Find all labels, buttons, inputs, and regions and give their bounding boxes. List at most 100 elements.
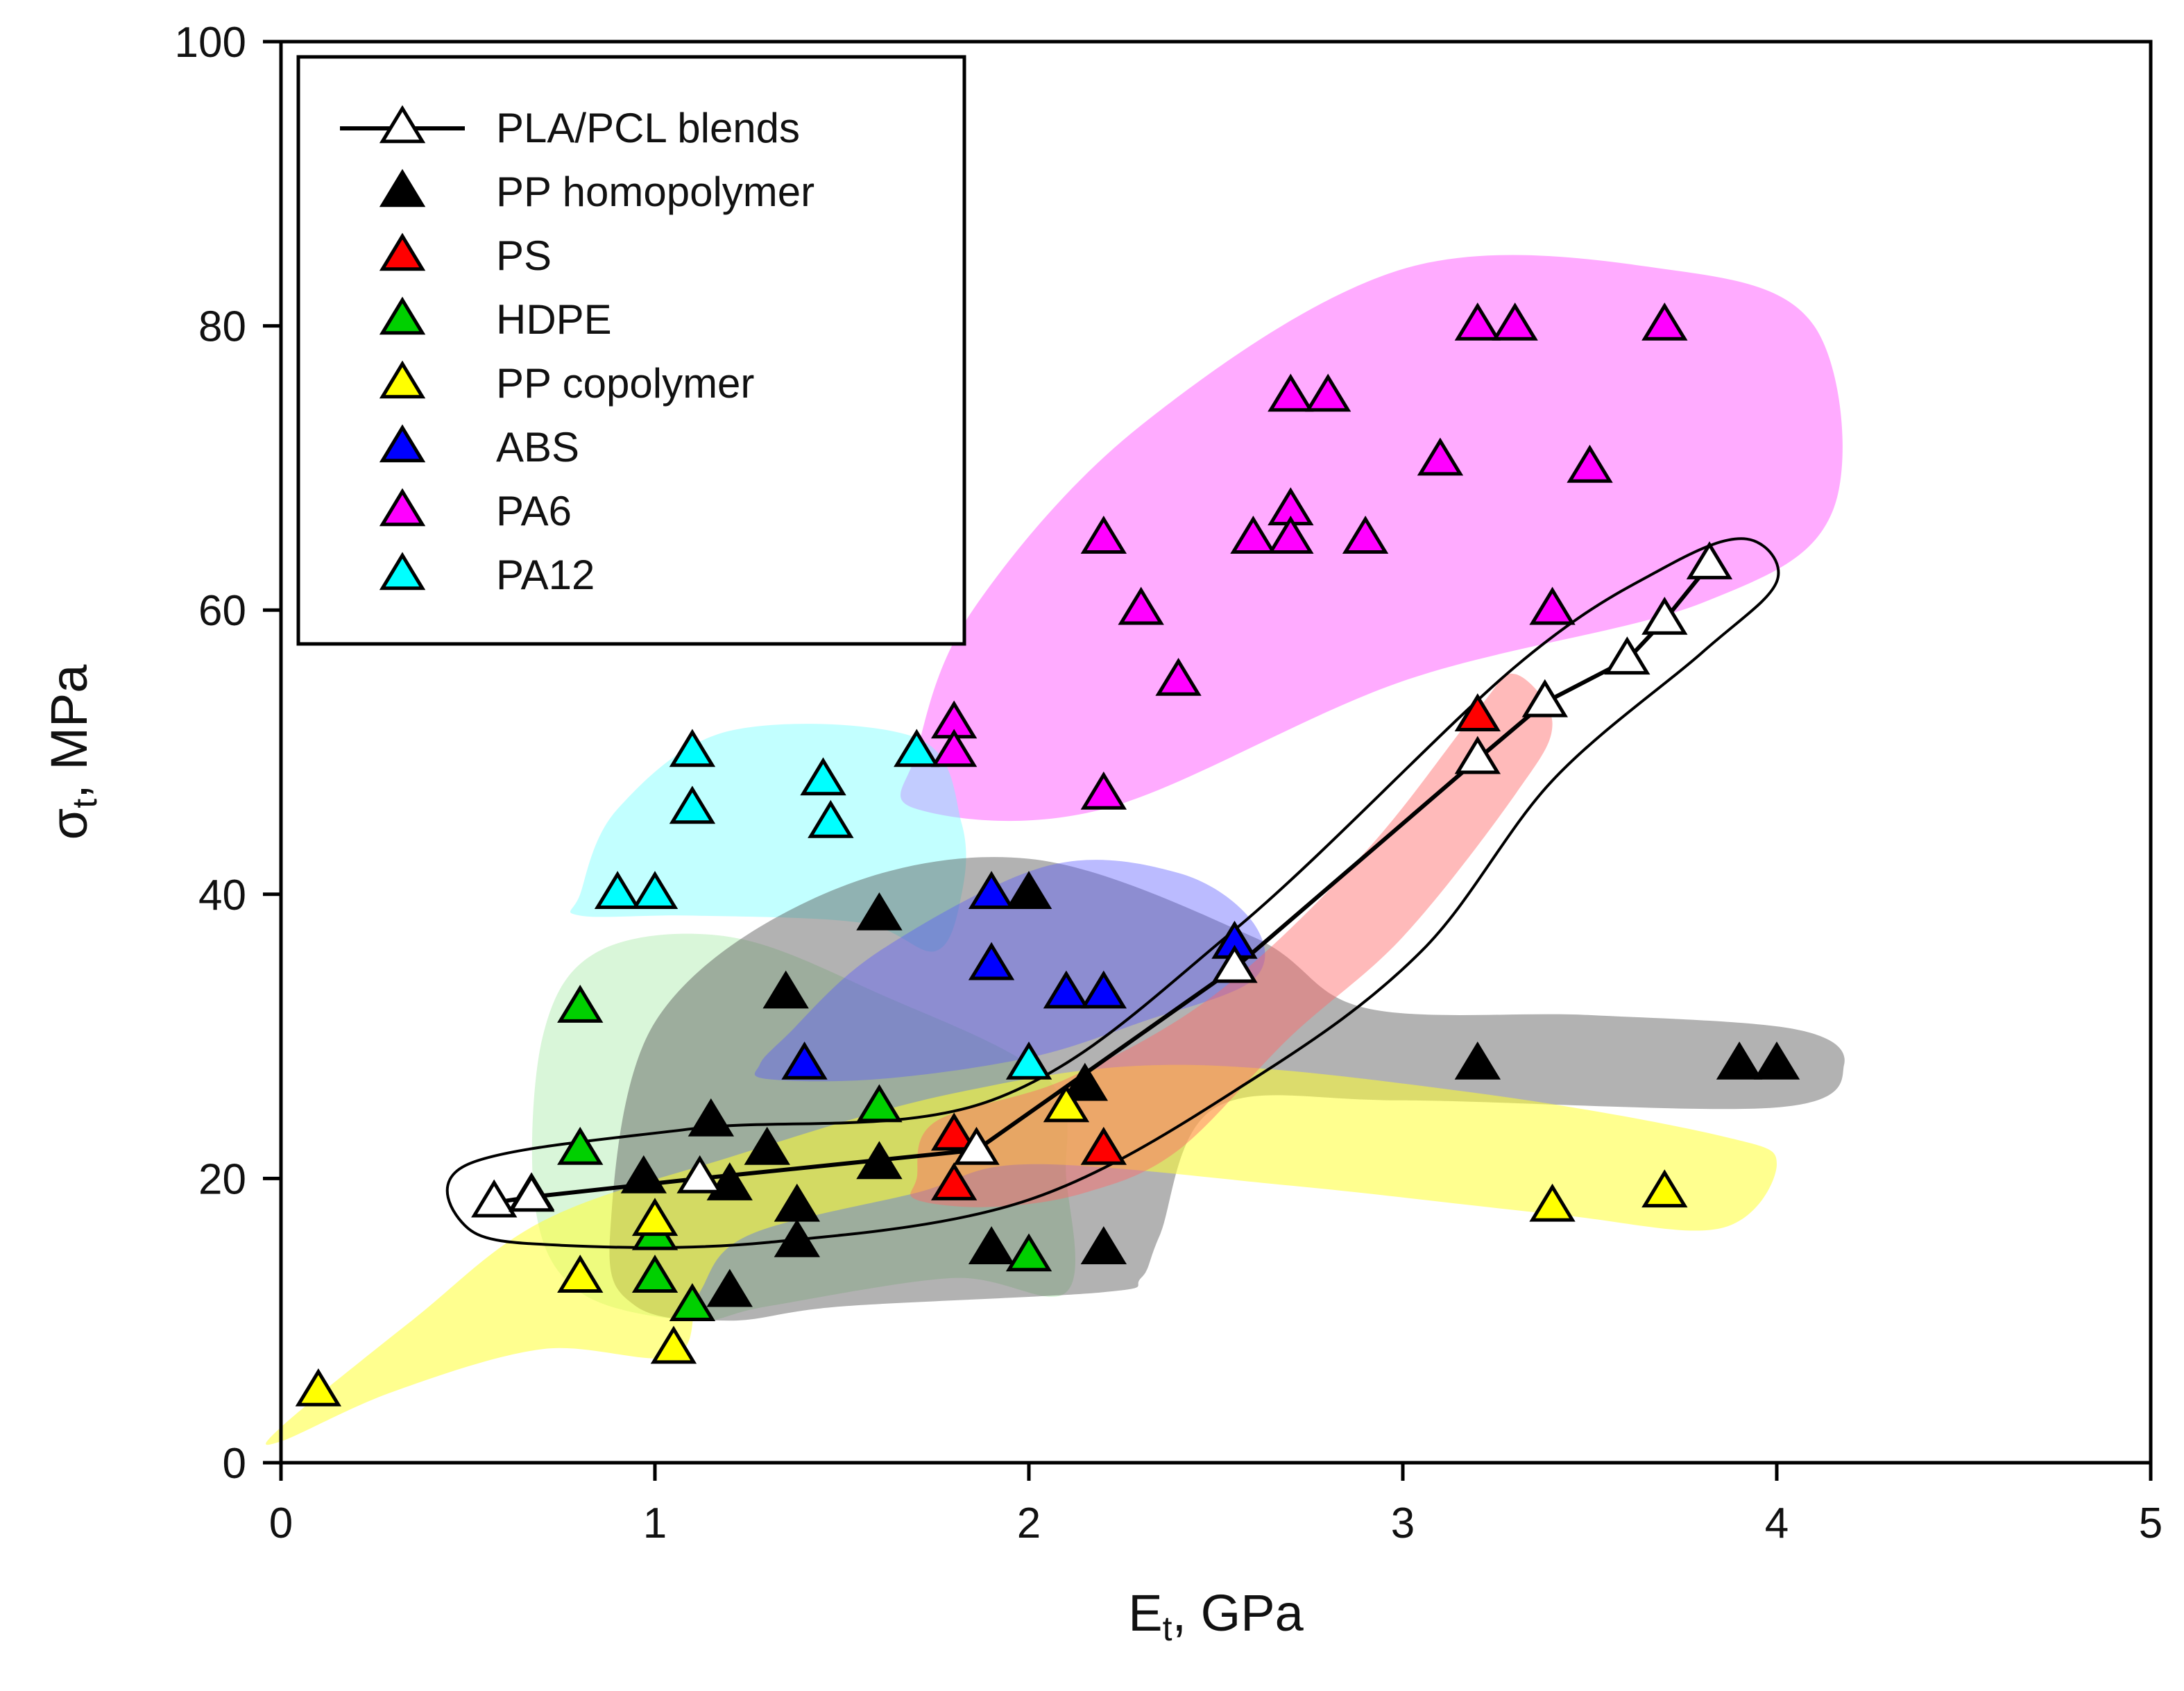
point-pp-homopolymer-8	[856, 1141, 903, 1180]
point-pp-homopolymer-9	[856, 892, 903, 931]
point-hdpe-6	[1005, 1233, 1052, 1272]
x-axis-unit: , GPa	[1172, 1584, 1304, 1642]
legend-label-hdpe: HDPE	[496, 296, 612, 343]
point-pp-copolymer-6	[1529, 1183, 1576, 1222]
point-pla-pcl-blends-8	[1641, 596, 1688, 635]
legend-marker-pla-pcl-blends	[379, 105, 426, 144]
point-pp-homopolymer-14	[1454, 1041, 1501, 1080]
y-axis-unit: , MPa	[40, 664, 98, 799]
point-pp-copolymer-2	[557, 1255, 604, 1293]
point-pp-copolymer-4	[650, 1325, 697, 1364]
legend-label-pp-homopolymer: PP homopolymer	[496, 169, 814, 215]
legend-box	[296, 55, 966, 646]
x-tick-label-2: 2	[1017, 1499, 1041, 1547]
point-pa6-14	[1492, 302, 1538, 341]
series-hdpe	[557, 985, 1052, 1321]
point-pp-homopolymer-1	[688, 1098, 735, 1137]
point-pp-homopolymer-13	[1080, 1226, 1127, 1264]
shaded-regions	[266, 255, 1845, 1445]
legend-label-pa12: PA12	[496, 552, 595, 598]
legend-label-pp-copolymer: PP copolymer	[496, 360, 754, 407]
series-pa12	[594, 729, 1052, 1080]
point-pp-homopolymer-3	[706, 1268, 753, 1307]
point-pa6-12	[1417, 437, 1464, 476]
point-pp-homopolymer-5	[762, 970, 809, 1009]
legend-item-pla-pcl-blends: PLA/PCL blends	[340, 105, 800, 151]
legend: PLA/PCL blends PP homopolymer PS HDPE PP cop…	[296, 55, 966, 646]
point-pa6-17	[1641, 302, 1688, 341]
point-pla-pcl-blends-7	[1604, 636, 1650, 675]
point-hdpe-1	[557, 1126, 604, 1165]
point-pa6-7	[1268, 373, 1314, 412]
point-pa6-16	[1567, 444, 1613, 483]
legend-label-ps: PS	[496, 232, 552, 279]
x-tick-label-5: 5	[2139, 1499, 2162, 1547]
x-axis-symbol: E	[1128, 1584, 1162, 1642]
region-abs	[754, 860, 1265, 1082]
point-abs-0	[781, 1041, 828, 1080]
point-pla-pcl-blends-5	[1454, 736, 1501, 774]
series-abs	[781, 871, 1258, 1080]
pla-pcl-line	[493, 563, 1712, 1205]
point-abs-1	[968, 871, 1015, 909]
y-tick-label-40: 40	[198, 872, 246, 919]
legend-item-pa6: PA6	[379, 488, 572, 534]
point-pp-homopolymer-0	[620, 1155, 667, 1193]
y-tick-label-80: 80	[198, 303, 246, 351]
point-pa12-2	[669, 729, 716, 767]
point-pa12-7	[1005, 1041, 1052, 1080]
x-axis-subscript: t	[1163, 1609, 1172, 1648]
series-line-pla-pcl-blends	[493, 563, 1712, 1205]
legend-item-hdpe: HDPE	[379, 296, 612, 343]
point-pp-homopolymer-12	[1061, 1062, 1109, 1101]
point-pla-pcl-blends-0	[471, 1179, 518, 1218]
region-pp-copolymer	[266, 1064, 1777, 1445]
point-pa6-13	[1454, 302, 1501, 341]
series-pp-homopolymer	[620, 871, 1800, 1307]
legend-marker-ps	[379, 232, 426, 271]
x-tick-label-1: 1	[643, 1499, 667, 1547]
point-hdpe-0	[557, 985, 604, 1023]
point-pp-homopolymer-7	[774, 1218, 821, 1257]
series-pla-pcl-blends	[471, 541, 1733, 1218]
point-hdpe-5	[856, 1084, 903, 1123]
point-abs-3	[1043, 970, 1090, 1009]
point-pla-pcl-blends-1	[508, 1173, 555, 1212]
point-hdpe-3	[631, 1255, 679, 1293]
legend-label-pa6: PA6	[496, 488, 572, 534]
point-ps-0	[930, 1112, 978, 1151]
legend-item-pp-homopolymer: PP homopolymer	[379, 169, 814, 215]
legend-item-pp-copolymer: PP copolymer	[379, 360, 754, 407]
x-tick-label-4: 4	[1765, 1499, 1789, 1547]
legend-marker-abs	[379, 424, 426, 463]
point-pp-copolymer-7	[1641, 1169, 1688, 1208]
point-abs-2	[968, 942, 1015, 980]
y-tick-label-20: 20	[198, 1155, 246, 1203]
legend-item-pa12: PA12	[379, 552, 595, 598]
point-pp-homopolymer-15	[1716, 1041, 1763, 1080]
legend-label-abs: ABS	[496, 424, 579, 470]
legend-marker-pa6	[379, 488, 426, 527]
point-pp-copolymer-3	[631, 1198, 679, 1237]
point-ps-2	[1080, 1126, 1127, 1165]
point-pa6-11	[1342, 516, 1389, 554]
point-pa6-6	[1230, 516, 1277, 554]
y-axis-subscript: t	[65, 799, 104, 808]
point-ps-1	[930, 1162, 978, 1200]
data-points	[295, 302, 1800, 1407]
series-pa6	[930, 302, 1688, 810]
legend-marker-pp-homopolymer	[379, 169, 426, 207]
point-hdpe-4	[669, 1283, 716, 1321]
point-abs-4	[1080, 970, 1127, 1009]
y-axis-title: σt, MPa	[40, 664, 104, 840]
point-pla-pcl-blends-6	[1521, 679, 1569, 717]
x-tick-label-3: 3	[1391, 1499, 1415, 1547]
point-pa12-1	[631, 871, 679, 909]
legend-item-abs: ABS	[379, 424, 579, 470]
x-tick-label-0: 0	[269, 1499, 293, 1547]
point-pa12-4	[800, 757, 846, 796]
point-pp-homopolymer-11	[1005, 871, 1052, 909]
point-pp-copolymer-0	[295, 1368, 342, 1407]
y-tick-label-60: 60	[198, 587, 246, 635]
plot-area-frame	[279, 40, 2153, 1465]
